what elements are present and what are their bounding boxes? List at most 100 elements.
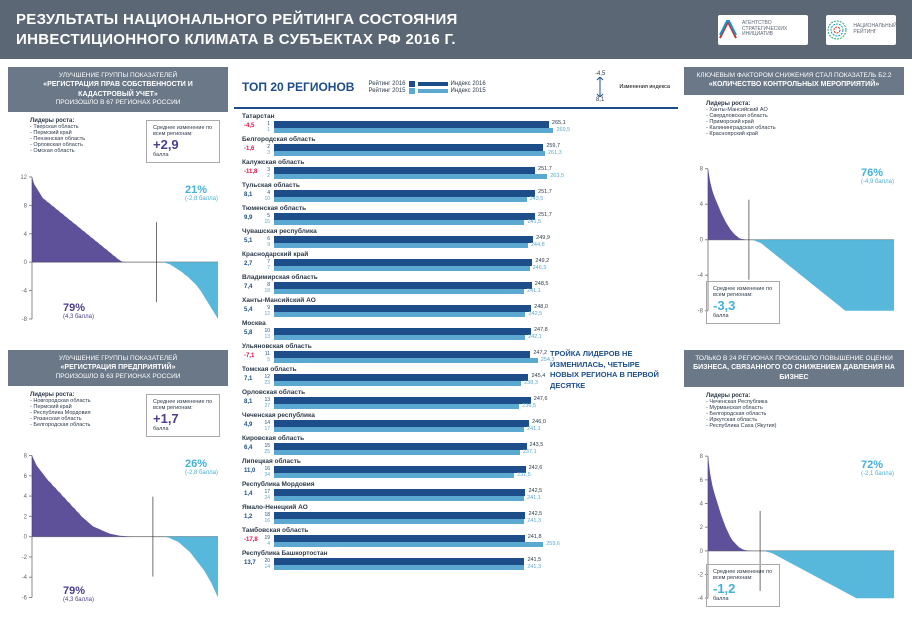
- bar-2016: [274, 443, 527, 450]
- delta-value: 7,1: [244, 376, 252, 382]
- bar-label-2015: 241,1: [527, 288, 541, 294]
- region-bars: 5,4912248,0242,5: [274, 305, 670, 318]
- region-bars: 8,11327247,6236,5: [274, 397, 670, 410]
- svg-text:0: 0: [24, 535, 28, 541]
- bar-label-2016: 247,2: [533, 350, 547, 356]
- page-header: РЕЗУЛЬТАТЫ НАЦИОНАЛЬНОГО РЕЙТИНГА СОСТОЯ…: [0, 0, 912, 59]
- svg-text:-4: -4: [22, 575, 28, 581]
- avg-box: Среднее изменение по всем регионам:+2,9б…: [146, 120, 220, 163]
- region-name: Ямало-Ненецкий АО: [242, 504, 670, 511]
- header-logos: АГЕНТСТВО СТРАТЕГИЧЕСКИХ ИНИЦИАТИВ НАЦИО…: [718, 15, 896, 45]
- bar-label-2016: 241,8: [528, 534, 542, 540]
- region-name: Чувашская республика: [242, 228, 670, 235]
- bar-label-2015: 231,5: [517, 472, 531, 478]
- delta-value: -7,1: [244, 353, 254, 359]
- bar-label-2016: 251,7: [538, 212, 552, 218]
- svg-text:4: 4: [24, 494, 28, 500]
- region-row: Ульяновская область-7,1115247,2254,3: [242, 343, 670, 364]
- region-row: Калужская область-11,832251,7263,5: [242, 159, 670, 180]
- region-bars: 1,21816242,5241,3: [274, 512, 670, 525]
- delta-value: 1,4: [244, 491, 252, 497]
- title-line-2: ИНВЕСТИЦИОННОГО КЛИМАТА В СУБЪЕКТАХ РФ 2…: [16, 30, 458, 50]
- bar-2016: [274, 420, 529, 427]
- idx-change-label: Изменения индекса: [619, 84, 670, 90]
- logo-asi: АГЕНТСТВО СТРАТЕГИЧЕСКИХ ИНИЦИАТИВ: [718, 15, 808, 45]
- region-bars: 5,169249,9244,8: [274, 236, 670, 249]
- delta-value: -1,6: [244, 146, 254, 152]
- svg-text:-8: -8: [22, 317, 28, 323]
- bar-label-2016: 247,8: [534, 327, 548, 333]
- delta-value: 5,1: [244, 238, 252, 244]
- delta-value: -17,8: [244, 537, 258, 543]
- region-row: Краснодарский край2,777249,2246,5: [242, 251, 670, 272]
- rank-box: 1223: [258, 374, 270, 386]
- bar-2016: [274, 397, 531, 404]
- region-bars: -7,1115247,2254,3: [274, 351, 670, 364]
- bar-2015: [274, 358, 538, 363]
- bar-label-2016: 248,0: [534, 304, 548, 310]
- region-bars: 13,72014241,5241,3: [274, 558, 670, 571]
- panel-header: ТОЛЬКО В 24 РЕГИОНАХ ПРОИЗОШЛО ПОВЫШЕНИЕ…: [684, 350, 904, 387]
- delta-value: 4,9: [244, 422, 252, 428]
- bar-2015: [274, 450, 520, 455]
- region-row: Республика Башкортостан13,72014241,5241,…: [242, 550, 670, 571]
- bar-2015: [274, 404, 519, 409]
- bar-label-2015: 241,5: [527, 219, 541, 225]
- region-row: Республика Мордовия1,41724242,5241,1: [242, 481, 670, 502]
- bar-label-2016: 242,5: [528, 488, 542, 494]
- left-column: УЛУЧШЕНИЕ ГРУППЫ ПОКАЗАТЕЛЕЙ«РЕГИСТРАЦИЯ…: [8, 67, 228, 625]
- bar-2015: [274, 496, 524, 501]
- region-row: Тюменская область9,9515251,7241,5: [242, 205, 670, 226]
- region-row: Татарстан-4,511265,1269,5: [242, 113, 670, 134]
- region-row: Ямало-Ненецкий АО1,21816242,5241,3: [242, 504, 670, 525]
- region-bars: 9,9515251,7241,5: [274, 213, 670, 226]
- rank-box: 515: [258, 213, 270, 225]
- bar-label-2015: 244,8: [531, 242, 545, 248]
- arrow-icon: [595, 77, 605, 97]
- bar-label-2016: 249,2: [535, 258, 549, 264]
- panel-header: УЛУЧШЕНИЕ ГРУППЫ ПОКАЗАТЕЛЕЙ«РЕГИСТРАЦИЯ…: [8, 67, 228, 112]
- bar-2016: [274, 305, 531, 312]
- area-chart: -6-4-202468Лидеры роста:- Новгородская о…: [8, 386, 228, 625]
- svg-text:12: 12: [20, 175, 27, 181]
- bar-2015: [274, 220, 524, 225]
- bar-label-2016: 265,1: [552, 120, 566, 126]
- bar-2015: [274, 542, 543, 547]
- delta-value: 1,2: [244, 514, 252, 520]
- rank-box: 1417: [258, 420, 270, 432]
- svg-text:-2: -2: [698, 572, 704, 578]
- region-row: Тульская область8,1410251,7243,5: [242, 182, 670, 203]
- bar-2016: [274, 351, 530, 358]
- bar-label-2016: 242,6: [529, 465, 543, 471]
- region-name: Ханты-Мансийский АО: [242, 297, 670, 304]
- region-bars: -17,8194241,8259,6: [274, 535, 670, 548]
- svg-text:8: 8: [24, 453, 28, 459]
- bar-2016: [274, 328, 531, 335]
- region-name: Липецкая область: [242, 458, 670, 465]
- pct-up: 79%(4,3 балла): [63, 585, 94, 603]
- delta-value: 11,0: [244, 468, 255, 474]
- legend-index2015: Индекс 2015: [451, 88, 486, 94]
- svg-text:-2: -2: [22, 555, 28, 561]
- bar-2016: [274, 489, 525, 496]
- logo-nr: НАЦИОНАЛЬНЫЙ РЕЙТИНГ: [826, 15, 896, 45]
- delta-value: 5,4: [244, 307, 252, 313]
- region-name: Тамбовская область: [242, 527, 670, 534]
- bar-2016: [274, 259, 532, 266]
- avg-box: Среднее изменение по всем регионам:-3,3б…: [706, 281, 780, 324]
- bar-2015: [274, 151, 545, 156]
- region-name: Татарстан: [242, 113, 670, 120]
- rank-box: 23: [258, 144, 270, 156]
- svg-text:-8: -8: [698, 308, 704, 314]
- bar-label-2015: 242,5: [528, 311, 542, 317]
- region-bars: 8,1410251,7243,5: [274, 190, 670, 203]
- bar-label-2015: 237,1: [523, 449, 537, 455]
- bar-2016: [274, 190, 535, 197]
- title-line-1: РЕЗУЛЬТАТЫ НАЦИОНАЛЬНОГО РЕЙТИНГА СОСТОЯ…: [16, 10, 458, 30]
- bar-2015: [274, 473, 514, 478]
- rank-box: 115: [258, 351, 270, 363]
- rank-box: 1724: [258, 489, 270, 501]
- rank-box: 818: [258, 282, 270, 294]
- bar-label-2015: 263,5: [550, 173, 564, 179]
- pct-down: 21%(-2,8 балла): [185, 184, 218, 202]
